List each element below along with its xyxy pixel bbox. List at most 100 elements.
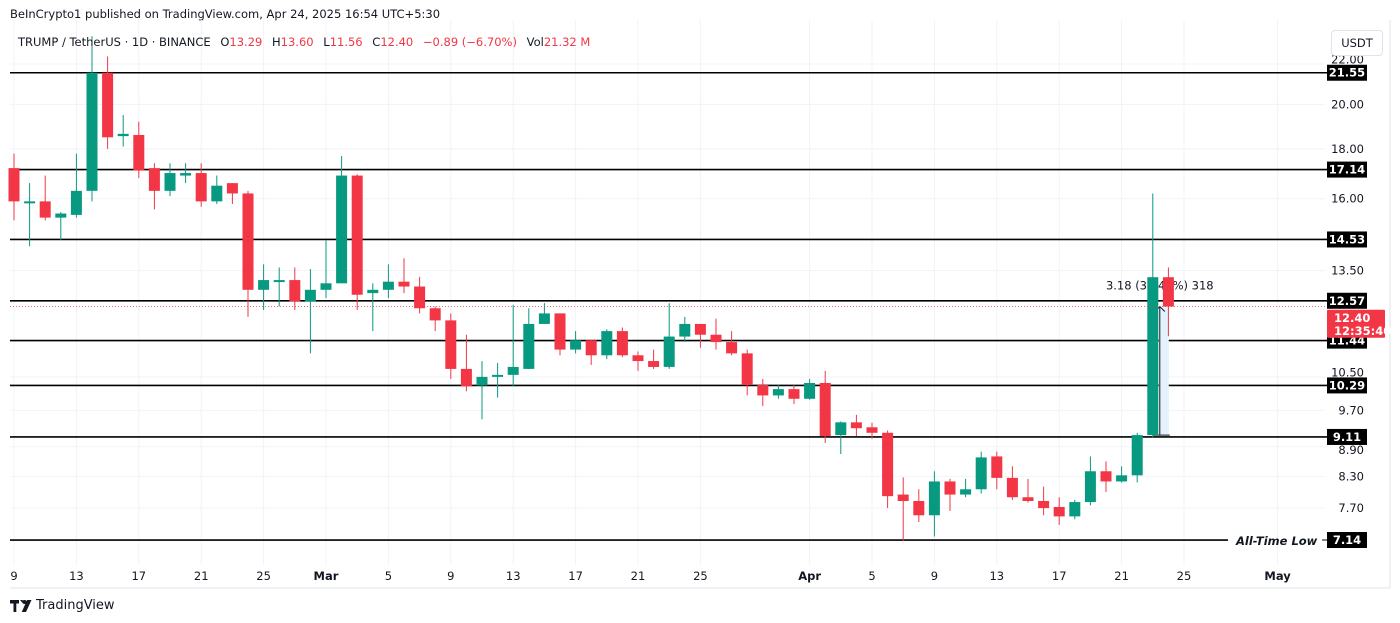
current-price-label: 12.40 — [1334, 311, 1370, 325]
measure-tool: 3.18 (34.45%) 318 — [1106, 279, 1214, 436]
candle-up — [570, 340, 582, 350]
candle-up — [538, 313, 550, 324]
candle-up — [304, 289, 316, 302]
candle-up — [975, 457, 987, 490]
price-tick-label: 8.30 — [1338, 469, 1364, 483]
candle-down — [632, 355, 644, 362]
price-level-label: 12.57 — [1329, 294, 1365, 308]
candle-down — [554, 313, 566, 350]
candle-up — [86, 72, 98, 191]
candle-down — [460, 368, 472, 387]
measure-range-box — [1158, 306, 1169, 436]
candle-down — [726, 342, 738, 354]
candle-down — [757, 385, 769, 396]
price-level-label: 14.53 — [1329, 232, 1365, 246]
low-value: 11.56 — [329, 35, 363, 49]
price-level-label: 17.14 — [1329, 163, 1365, 177]
candle-down — [102, 72, 114, 138]
candle-down — [866, 427, 878, 433]
candle-down — [429, 308, 441, 321]
candle-down — [819, 382, 831, 437]
candle-down — [1038, 500, 1050, 509]
currency-button[interactable]: USDT — [1331, 30, 1383, 56]
candle-down — [1162, 277, 1174, 307]
measure-label: 3.18 (34.45%) 318 — [1106, 279, 1214, 293]
candle-up — [772, 389, 784, 396]
candle-up — [55, 213, 67, 218]
candle-down — [1022, 497, 1034, 501]
candle-up — [258, 280, 270, 290]
candle-up — [476, 376, 488, 386]
time-tick-label: 17 — [568, 569, 583, 583]
price-tick-label: 7.70 — [1338, 501, 1364, 515]
time-tick-label: 5 — [385, 569, 392, 583]
time-tick-label: 13 — [506, 569, 521, 583]
symbol-title[interactable]: TRUMP / TetherUS · 1D · BINANCE — [18, 35, 211, 49]
candle-down — [1053, 506, 1065, 517]
close-label: C — [372, 35, 381, 49]
candle-up — [1147, 277, 1159, 436]
candle-up — [928, 481, 940, 516]
time-tick-label: 13 — [989, 569, 1004, 583]
time-tick-label: Apr — [798, 569, 821, 583]
tradingview-logo-text: TradingView — [36, 598, 115, 613]
candle-up — [679, 323, 691, 337]
price-tick-label: 22.00 — [1331, 53, 1364, 67]
candle-up — [320, 283, 332, 290]
candle-down — [39, 201, 51, 218]
change-value: −0.89 (−6.70%) — [422, 35, 517, 49]
publisher-caption: BeInCrypto1 published on TradingView.com… — [10, 7, 441, 21]
time-tick-label: 17 — [131, 569, 146, 583]
low-label: L — [323, 35, 330, 49]
candles — [8, 36, 1174, 541]
price-level-label-box — [1327, 428, 1367, 445]
price-tick-label: 16.00 — [1331, 192, 1364, 206]
price-level-label: 7.14 — [1333, 533, 1361, 547]
price-level-label-box — [1327, 161, 1367, 178]
time-tick-label: 21 — [194, 569, 209, 583]
candle-down — [850, 422, 862, 429]
price-tick-label: 13.50 — [1331, 264, 1364, 278]
candle-down — [648, 361, 660, 367]
price-level-label-box — [1327, 292, 1367, 309]
high-label: H — [272, 35, 281, 49]
candle-up — [835, 422, 847, 436]
candle-up — [70, 190, 82, 215]
candle-down — [1006, 477, 1018, 498]
candle-down — [289, 280, 301, 302]
time-tick-label: 21 — [631, 569, 646, 583]
price-level-label-box — [1327, 64, 1367, 81]
time-tick-label: 21 — [1114, 569, 1129, 583]
candle-down — [398, 281, 410, 287]
price-level-label-box — [1327, 532, 1367, 549]
price-level-label-box — [1327, 231, 1367, 248]
time-tick-label: 9 — [10, 569, 17, 583]
candle-down — [351, 175, 363, 295]
candle-down — [913, 500, 925, 516]
close-value: 12.40 — [380, 35, 414, 49]
candle-down — [8, 168, 20, 202]
candle-up — [273, 280, 285, 283]
volume-label: Vol — [526, 35, 544, 49]
countdown-label: 12:35:40 — [1334, 324, 1391, 338]
candle-down — [991, 456, 1003, 478]
price-tick-label: 9.70 — [1338, 403, 1364, 417]
tradingview-logo[interactable]: TradingView — [10, 598, 115, 613]
candle-down — [585, 340, 597, 356]
time-tick-label: 25 — [1177, 569, 1192, 583]
candle-up — [117, 133, 129, 137]
volume-value: 21.32 M — [543, 35, 591, 49]
time-tick-label: 25 — [256, 569, 271, 583]
candle-up — [180, 173, 192, 176]
candle-up — [492, 374, 504, 377]
price-level-label: 21.55 — [1329, 66, 1365, 80]
high-value: 13.60 — [280, 35, 314, 49]
time-tick-label: 5 — [868, 569, 875, 583]
all-time-low-annotation: All-Time Low — [1235, 534, 1318, 548]
candle-down — [741, 353, 753, 386]
candle-down — [616, 331, 628, 356]
candle-down — [445, 320, 457, 369]
candle-up — [1069, 502, 1081, 517]
